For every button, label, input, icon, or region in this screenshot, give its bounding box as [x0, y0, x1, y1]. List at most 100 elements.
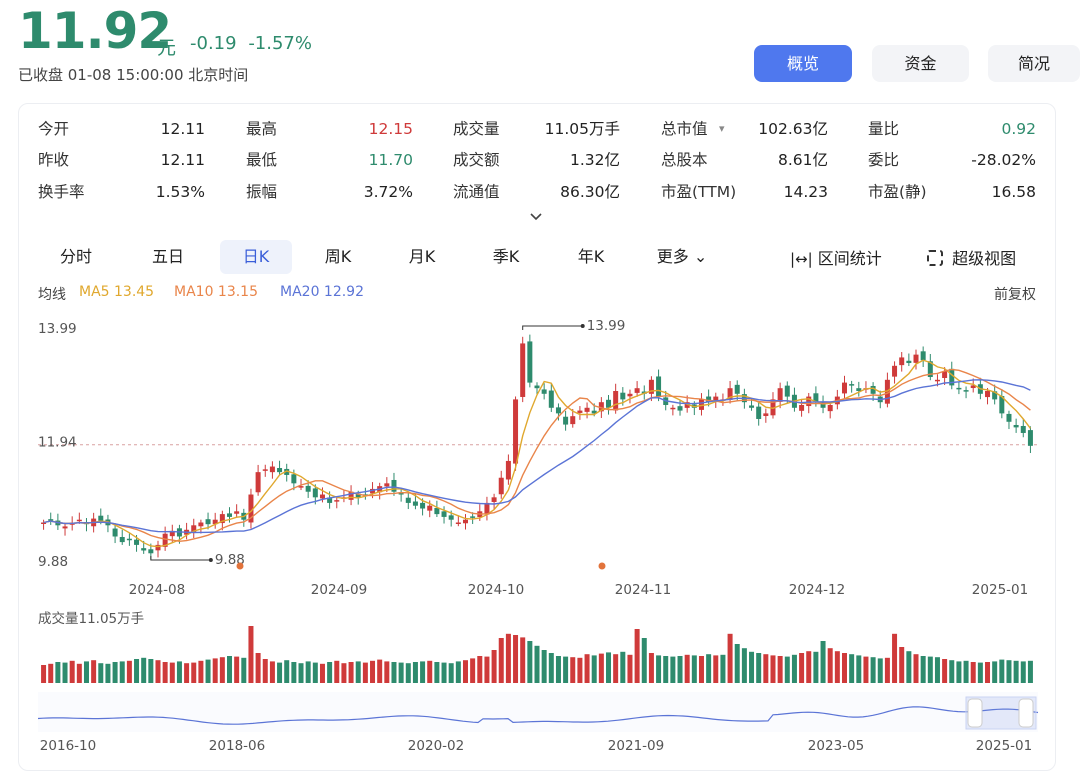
period-tab[interactable]: 分时 — [40, 240, 112, 274]
volume-bar — [870, 657, 876, 683]
volume-bar — [176, 661, 182, 683]
tab-profile[interactable]: 简况 — [988, 45, 1080, 82]
volume-bar — [899, 647, 905, 683]
candle-body — [677, 406, 683, 411]
volume-bar — [563, 656, 569, 683]
stat-label[interactable]: 总市值 — [661, 120, 708, 138]
candle-body — [405, 497, 411, 503]
candle-body — [219, 514, 225, 524]
volume-bar — [613, 654, 619, 683]
volume-bar — [648, 653, 654, 683]
candle-body — [327, 497, 333, 503]
candle-body — [162, 533, 168, 547]
stat-value: 12.11 — [160, 120, 205, 138]
candle-body — [606, 399, 612, 408]
candle-body — [577, 410, 583, 413]
range-stats-button[interactable]: |↔| 区间统计 — [790, 245, 882, 269]
period-tab[interactable]: 周K — [302, 240, 374, 274]
volume-bar — [841, 653, 847, 683]
tab-overview[interactable]: 概览 — [754, 45, 852, 82]
period-tab[interactable]: 年K — [555, 240, 627, 274]
ma20-legend: MA20 12.92 — [280, 284, 364, 300]
candle-body — [849, 384, 855, 386]
volume-bar — [548, 653, 554, 683]
adjust-mode[interactable]: 前复权 — [994, 287, 1036, 303]
period-tab[interactable]: 五日 — [132, 240, 204, 274]
period-tab[interactable]: 季K — [470, 240, 542, 274]
candle-body — [212, 519, 218, 525]
volume-bar — [977, 662, 983, 683]
volume-bar — [770, 655, 776, 683]
candle-body — [155, 544, 161, 551]
stat-label: 振幅 — [246, 183, 278, 201]
candle-body — [999, 396, 1005, 414]
candle-body — [1027, 430, 1033, 446]
volume-bar — [484, 656, 490, 683]
candle-body — [820, 402, 826, 408]
tab-funds[interactable]: 资金 — [872, 45, 969, 82]
candle-body — [248, 494, 254, 523]
stat-label: 最高 — [246, 120, 278, 138]
volume-bar — [498, 638, 504, 683]
candle-body — [126, 538, 132, 541]
overview-line — [37, 706, 1039, 725]
x-tick-label: 2024-08 — [129, 582, 185, 598]
volume-bar — [348, 662, 354, 683]
period-tab[interactable]: 月K — [386, 240, 458, 274]
candle-body — [591, 410, 597, 414]
candle-body — [312, 488, 318, 498]
volume-bar — [734, 644, 740, 683]
volume-bar — [534, 645, 540, 683]
stat-label: 市盈(TTM) — [661, 183, 737, 201]
candle-body — [277, 468, 283, 473]
volume-bar — [398, 662, 404, 683]
volume-bar — [434, 662, 440, 683]
candle-body — [784, 385, 790, 397]
volume-bar — [1013, 660, 1019, 683]
candle-body — [227, 513, 233, 517]
volume-bar — [277, 662, 283, 683]
volume-bar — [999, 659, 1005, 683]
stat-value: 12.11 — [160, 151, 205, 169]
expand-chevron-icon[interactable] — [529, 210, 543, 226]
candle-body — [62, 526, 68, 529]
candle-body — [756, 406, 762, 419]
overview-handle-left — [967, 698, 983, 728]
candle-body — [427, 505, 433, 511]
dropdown-caret-icon[interactable]: ▾ — [719, 122, 725, 135]
volume-bar — [191, 662, 197, 683]
candle-body — [48, 519, 54, 521]
volume-bar — [126, 660, 132, 683]
stat-label: 昨收 — [38, 151, 70, 169]
stat-label: 流通值 — [453, 183, 500, 201]
candle-body — [806, 396, 812, 407]
candle-body — [934, 379, 940, 382]
volume-bar — [241, 657, 247, 683]
volume-bar — [513, 635, 519, 683]
stat-label: 今开 — [38, 120, 70, 138]
candle-body — [319, 494, 325, 499]
candle-body — [112, 528, 118, 537]
volume-bar — [262, 659, 268, 683]
y-min-label: 9.88 — [38, 554, 68, 570]
volume-bar — [162, 662, 168, 683]
candle-body — [634, 388, 640, 393]
candle-body — [498, 477, 504, 495]
volume-bar — [462, 660, 468, 683]
volume-bar — [141, 657, 147, 683]
candle-body — [942, 371, 948, 378]
candle-body — [391, 479, 397, 492]
candle-body — [749, 405, 755, 408]
period-tab[interactable]: 更多 ⌄ — [640, 240, 724, 274]
ma20-line — [43, 379, 1031, 534]
super-view-button[interactable]: 超级视图 — [927, 245, 1016, 269]
volume-bar — [863, 656, 869, 683]
period-tab[interactable]: 日K — [220, 240, 292, 274]
period-tab-label: 日K — [242, 247, 270, 266]
low-annotation-dot — [208, 558, 213, 562]
volume-bar — [420, 661, 426, 683]
candle-body — [827, 404, 833, 412]
period-tab-label: 周K — [324, 247, 352, 266]
volume-label: 成交量11.05万手 — [38, 610, 144, 627]
